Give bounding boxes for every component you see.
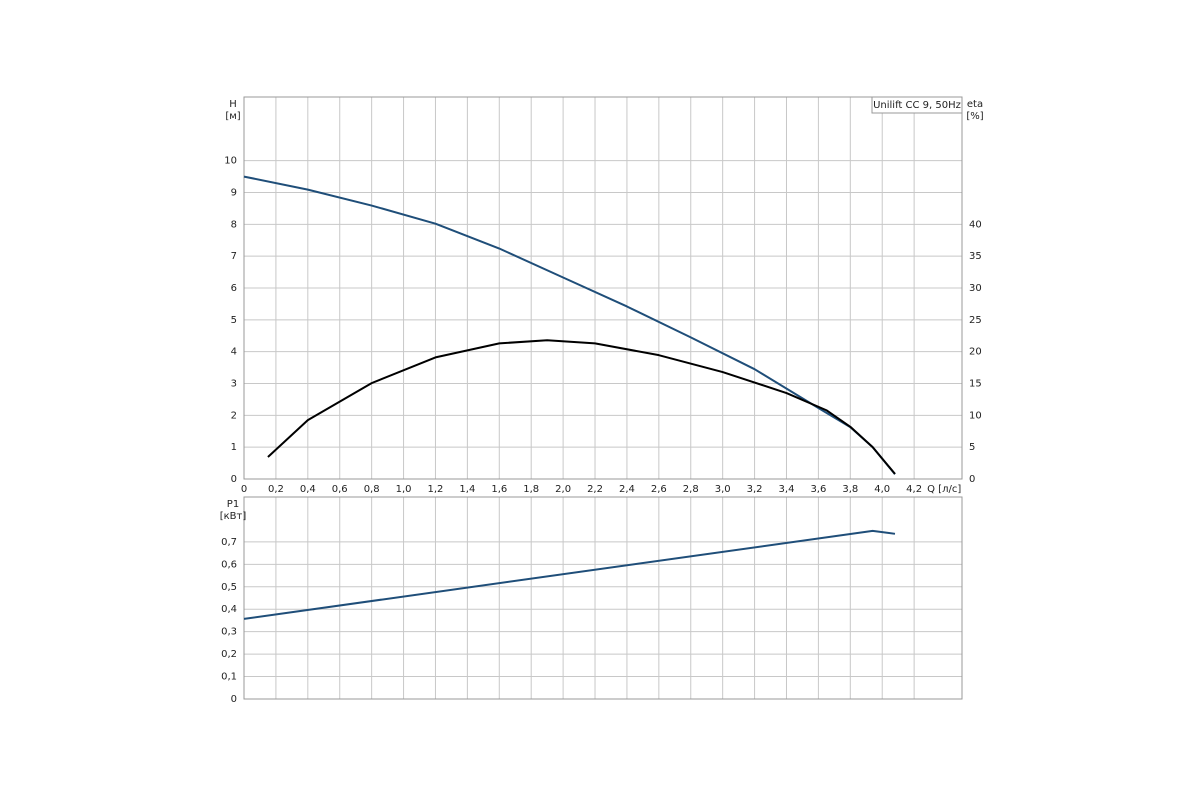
x-tick-label: 1,6 <box>491 484 507 495</box>
x-tick-label: 3,4 <box>779 484 795 495</box>
y-axis-unit: [кВт] <box>220 511 247 522</box>
y2-tick-label: 5 <box>969 442 975 453</box>
plot-area <box>243 496 963 700</box>
y-tick-label: 5 <box>231 315 237 326</box>
y-tick-label: 0,7 <box>221 537 237 548</box>
y-tick-label: 0,3 <box>221 627 237 638</box>
x-tick-label: 2,0 <box>555 484 571 495</box>
y2-axis-label: eta <box>967 99 983 110</box>
x-tick-label: 1,8 <box>523 484 539 495</box>
x-tick-label: 2,6 <box>651 484 667 495</box>
y2-axis-unit: [%] <box>966 111 983 122</box>
x-tick-label: 0,2 <box>268 484 284 495</box>
y-tick-label: 7 <box>231 251 237 262</box>
x-axis-label: Q [л/с] <box>927 484 961 495</box>
series-line <box>243 529 896 620</box>
y-axis-unit: [м] <box>225 111 240 122</box>
x-tick-label: 1,4 <box>459 484 475 495</box>
y-tick-label: 4 <box>231 347 237 358</box>
x-tick-label: 3,0 <box>715 484 731 495</box>
y-tick-label: 0 <box>231 474 237 485</box>
y-tick-label: 0,4 <box>221 604 237 615</box>
y-tick-label: 0,5 <box>221 582 237 593</box>
y-tick-label: 6 <box>231 283 237 294</box>
y2-tick-label: 35 <box>969 251 982 262</box>
x-tick-label: 2,4 <box>619 484 635 495</box>
x-tick-label: 4,0 <box>874 484 890 495</box>
x-tick-label: 1,2 <box>428 484 444 495</box>
x-tick-label: 0 <box>241 484 247 495</box>
y-axis-label: P1 <box>227 499 239 510</box>
annotation-box <box>871 96 963 114</box>
x-tick-label: 4,2 <box>906 484 922 495</box>
y-tick-label: 2 <box>231 410 237 421</box>
y-tick-label: 0,1 <box>221 672 237 683</box>
annotation: Unilift CC 9, 50Hz <box>873 100 961 111</box>
x-tick-label: 2,2 <box>587 484 603 495</box>
x-tick-label: 3,2 <box>747 484 763 495</box>
y-tick-label: 3 <box>231 379 237 390</box>
y-axis-label: H <box>229 99 237 110</box>
y2-tick-label: 20 <box>969 347 982 358</box>
x-tick-label: 3,6 <box>810 484 826 495</box>
y2-tick-label: 30 <box>969 283 982 294</box>
y-tick-label: 10 <box>224 156 237 167</box>
x-tick-label: 1,0 <box>396 484 412 495</box>
y2-tick-label: 10 <box>969 410 982 421</box>
x-tick-label: 2,8 <box>683 484 699 495</box>
y2-tick-label: 0 <box>969 474 975 485</box>
plot-border <box>243 496 963 700</box>
y2-tick-label: 15 <box>969 379 982 390</box>
y-tick-label: 0,6 <box>221 559 237 570</box>
y-tick-label: 0,2 <box>221 649 237 660</box>
y-tick-label: 9 <box>231 188 237 199</box>
y2-tick-label: 25 <box>969 315 982 326</box>
x-tick-label: 3,8 <box>842 484 858 495</box>
x-tick-label: 0,8 <box>364 484 380 495</box>
y2-tick-label: 40 <box>969 219 982 230</box>
y-tick-label: 0 <box>231 694 237 705</box>
y-tick-label: 1 <box>231 442 237 453</box>
series-line <box>267 339 896 475</box>
plot-border <box>243 96 963 480</box>
x-tick-label: 0,6 <box>332 484 348 495</box>
x-tick-label: 0,4 <box>300 484 316 495</box>
y-tick-label: 8 <box>231 219 237 230</box>
